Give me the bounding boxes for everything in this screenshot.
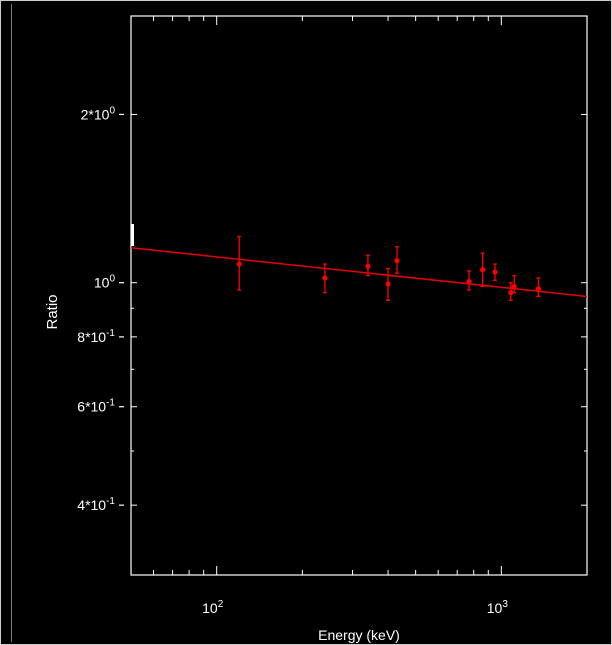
x-axis-label: Energy (keV)	[318, 627, 400, 643]
data-point	[466, 270, 472, 291]
point-marker	[322, 275, 328, 281]
data-point	[511, 274, 517, 294]
left-gutter	[4, 4, 12, 642]
x-tick-label: 102	[202, 599, 224, 616]
point-marker	[466, 278, 472, 285]
y-tick-label: 100	[94, 274, 116, 291]
data-point	[508, 282, 514, 301]
plot-frame	[130, 15, 588, 576]
y-tick-label: 8*10-1	[77, 328, 115, 345]
data-point	[480, 252, 486, 288]
y-axis-marker	[131, 224, 134, 246]
y-tick-label: 2*100	[81, 105, 116, 122]
data-point	[394, 246, 400, 274]
fit-layer	[130, 246, 588, 298]
data-point	[535, 277, 542, 298]
point-marker	[492, 269, 498, 275]
data-points	[236, 235, 542, 301]
point-marker	[394, 258, 400, 264]
y-tick-label: 6*10-1	[77, 398, 115, 415]
y-axis-label: Ratio	[44, 294, 61, 329]
point-marker	[365, 263, 371, 269]
data-point	[385, 267, 391, 301]
point-marker	[385, 281, 391, 287]
point-marker	[535, 286, 542, 292]
data-point	[492, 263, 498, 281]
point-marker	[236, 261, 242, 267]
point-marker	[511, 283, 517, 289]
y-tick-label: 4*10-1	[77, 496, 115, 513]
point-marker	[508, 290, 514, 296]
data-point	[322, 263, 328, 294]
point-marker	[480, 267, 486, 273]
model-fit-line	[130, 246, 588, 298]
y-axis: 2*100 100 8*10-1 6*10-1 4*10-1	[77, 15, 587, 576]
data-point	[365, 254, 371, 277]
x-tick-label: 103	[487, 599, 509, 616]
data-point	[236, 235, 242, 291]
x-axis: 102 103	[130, 16, 588, 616]
